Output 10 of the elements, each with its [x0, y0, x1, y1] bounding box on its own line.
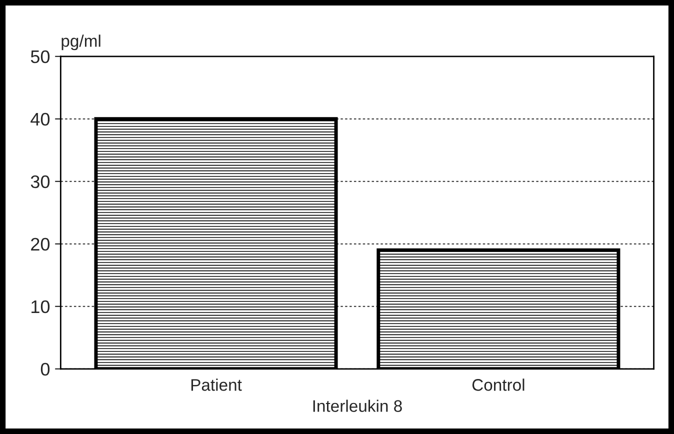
x-tick-label: Patient [191, 378, 242, 391]
y-tick-label: 50 [30, 50, 50, 64]
y-tick-label: 20 [31, 238, 50, 251]
y-tick-label: 40 [30, 112, 50, 126]
x-tick-label: Control [472, 378, 524, 391]
y-tick-label: 0 [40, 362, 50, 376]
y-tick-label: 30 [30, 175, 50, 188]
y-tick-label: 10 [32, 300, 50, 314]
y-axis-title: pg/ml [62, 34, 100, 50]
x-axis-title: Interleukin 8 [313, 400, 402, 412]
